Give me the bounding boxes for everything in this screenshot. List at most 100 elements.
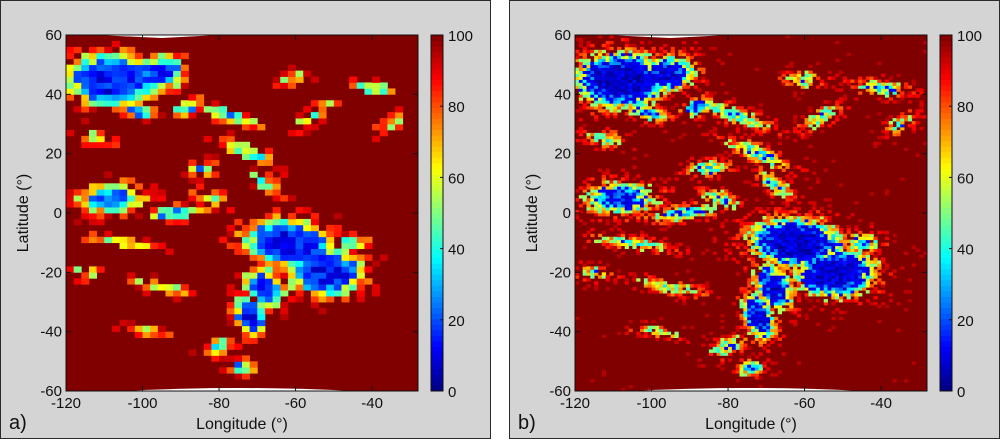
heatmap-cell (697, 46, 702, 51)
heatmap-cell (264, 260, 274, 267)
heatmap-cell (643, 218, 649, 223)
heatmap-cell (865, 281, 871, 285)
heatmap-cell (812, 159, 817, 163)
heatmap-cell (590, 91, 595, 95)
heatmap-cell (754, 198, 760, 202)
heatmap-cell (73, 278, 82, 285)
heatmap-cell (632, 204, 637, 208)
heatmap-cell (617, 236, 622, 241)
heatmap-cell (693, 293, 698, 297)
heatmap-cell (647, 334, 652, 338)
heatmap-cell (578, 85, 584, 89)
colorbar-segment (431, 363, 443, 370)
heatmap-cell (751, 230, 756, 235)
colorbar-tick-label: 20 (957, 313, 974, 330)
heatmap-cell (601, 266, 607, 270)
heatmap-cell (636, 174, 641, 178)
heatmap-cell (907, 109, 913, 113)
heatmap-cell (356, 278, 365, 285)
heatmap-cell (766, 239, 771, 244)
heatmap-cell (605, 73, 610, 77)
heatmap-cell (796, 272, 802, 276)
heatmap-cell (636, 334, 641, 338)
heatmap-cell (915, 109, 920, 113)
heatmap-cell (96, 88, 105, 95)
heatmap-cell (793, 79, 798, 83)
colorbar-tick-label: 100 (448, 28, 473, 45)
colorbar-segment (431, 229, 443, 236)
heatmap-cell (766, 192, 771, 196)
heatmap-cell (712, 189, 717, 193)
heatmap-cell (781, 242, 786, 247)
heatmap-cell (628, 109, 633, 113)
heatmap-cell (609, 189, 614, 193)
heatmap-cell (781, 168, 786, 172)
heatmap-cell (693, 79, 698, 83)
heatmap-cell (751, 310, 756, 315)
heatmap-cell (655, 79, 660, 83)
heatmap-cell (777, 165, 783, 169)
heatmap-cell (724, 198, 729, 202)
heatmap-cell (104, 58, 113, 66)
heatmap-cell (777, 70, 783, 74)
heatmap-cell (173, 88, 182, 95)
heatmap-cell (819, 79, 825, 83)
heatmap-cell (586, 201, 591, 205)
heatmap-cell (655, 337, 660, 341)
heatmap-cell (203, 195, 212, 202)
colorbar-segment (431, 140, 443, 147)
heatmap-cell (674, 88, 679, 92)
heatmap-cell (751, 278, 756, 282)
heatmap-cell (674, 85, 679, 89)
heatmap-cell (620, 85, 626, 89)
heatmap-cell (597, 189, 603, 193)
heatmap-cell (257, 153, 266, 160)
heatmap-cell (720, 115, 725, 119)
heatmap-cell (643, 189, 649, 193)
heatmap-cell (678, 254, 683, 258)
heatmap-cell (605, 103, 610, 107)
heatmap-cell (835, 103, 840, 107)
heatmap-cell (705, 132, 710, 137)
heatmap-cell (689, 70, 695, 74)
heatmap-cell (747, 290, 752, 294)
heatmap-cell (720, 367, 725, 371)
heatmap-cell (796, 245, 802, 249)
heatmap-cell (582, 49, 587, 54)
y-tick-label: -20 (40, 264, 62, 281)
heatmap-cell (640, 328, 645, 333)
heatmap-cell (773, 373, 779, 377)
heatmap-cell (701, 106, 706, 110)
heatmap-cell (356, 82, 365, 89)
heatmap-cell (789, 180, 794, 184)
heatmap-cell (697, 118, 702, 122)
heatmap-cell (835, 248, 840, 252)
heatmap-cell (372, 124, 381, 131)
heatmap-cell (73, 106, 82, 113)
heatmap-cell (605, 61, 610, 66)
heatmap-cell (865, 242, 871, 247)
heatmap-cell (632, 177, 637, 181)
heatmap-cell (628, 88, 633, 92)
heatmap-cell (739, 115, 744, 119)
heatmap-cell (804, 257, 809, 261)
heatmap-cell (617, 198, 622, 202)
heatmap-cell (663, 328, 668, 333)
y-tick-label: 20 (45, 146, 62, 163)
heatmap-cell (751, 316, 756, 321)
heatmap-cell (804, 129, 809, 134)
heatmap-cell (659, 61, 664, 66)
heatmap-cell (666, 210, 672, 214)
heatmap-cell (762, 248, 767, 252)
heatmap-cell (743, 373, 748, 377)
heatmap-cell (701, 70, 706, 74)
heatmap-cell (728, 236, 733, 241)
heatmap-cell (582, 58, 587, 63)
heatmap-cell (819, 129, 825, 134)
heatmap-cell (781, 195, 786, 199)
heatmap-cell (127, 177, 136, 184)
heatmap-cell (731, 198, 737, 202)
heatmap-cell (640, 204, 645, 208)
heatmap-cell (689, 257, 695, 261)
heatmap-cell (735, 296, 740, 300)
